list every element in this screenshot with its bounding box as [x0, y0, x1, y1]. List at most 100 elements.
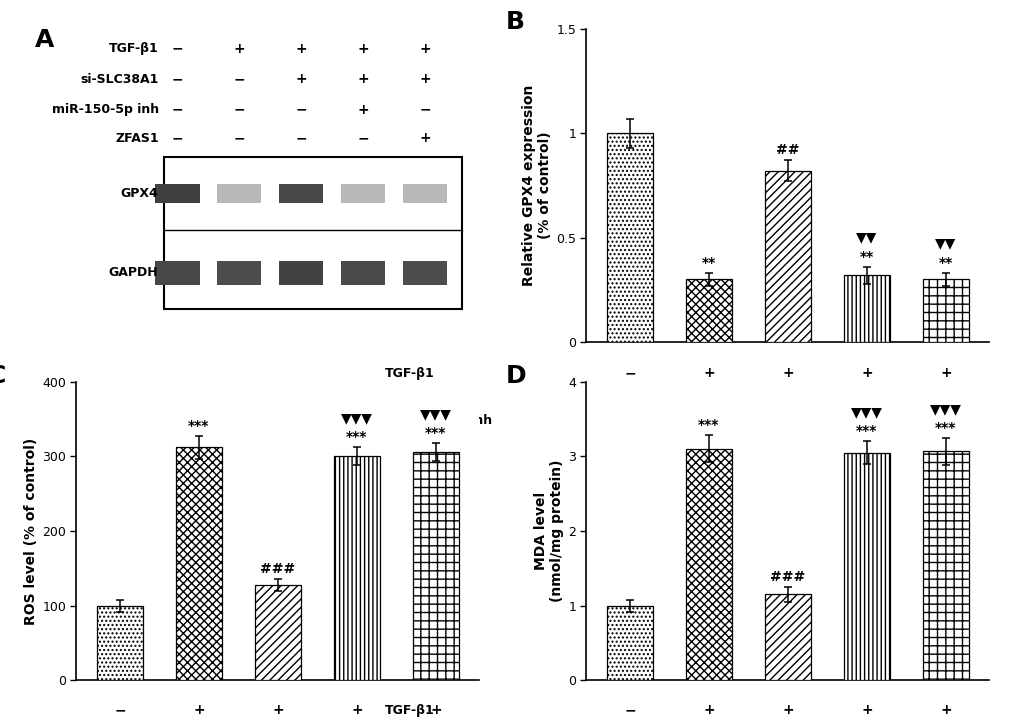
Text: ##: ## — [775, 143, 799, 157]
Text: −: − — [296, 131, 307, 145]
Text: +: + — [419, 42, 431, 55]
Text: −: − — [782, 437, 793, 451]
Text: +: + — [782, 366, 793, 380]
Text: **: ** — [701, 256, 715, 270]
Text: −: − — [702, 437, 714, 451]
Text: −: − — [114, 703, 125, 717]
Bar — [843, 453, 889, 680]
Bar — [686, 449, 732, 680]
Text: GAPDH: GAPDH — [108, 266, 158, 279]
Text: +: + — [940, 390, 951, 404]
Text: A: A — [35, 28, 54, 53]
Text: +: + — [358, 42, 369, 55]
Text: −: − — [233, 102, 245, 117]
Bar — [279, 261, 323, 285]
Bar — [97, 606, 143, 680]
Text: +: + — [782, 390, 793, 404]
Text: −: − — [940, 413, 951, 427]
Text: B: B — [505, 10, 525, 34]
Text: ▼▼: ▼▼ — [934, 236, 956, 251]
Bar — [255, 585, 301, 680]
Bar — [155, 261, 200, 285]
Text: −: − — [233, 72, 245, 86]
Bar — [843, 275, 889, 342]
Text: −: − — [296, 102, 307, 117]
Text: +: + — [940, 703, 951, 717]
Text: ZFAS1: ZFAS1 — [115, 132, 159, 145]
Text: −: − — [171, 72, 183, 86]
Text: ▼▼: ▼▼ — [856, 230, 876, 244]
Text: si-SLC38A1: si-SLC38A1 — [81, 73, 159, 86]
Text: ***: *** — [425, 426, 446, 440]
Text: −: − — [624, 413, 635, 427]
Bar — [764, 595, 810, 680]
Text: ***: *** — [698, 418, 719, 432]
Text: +: + — [358, 72, 369, 86]
Text: ###: ### — [260, 562, 296, 576]
Bar — [279, 184, 323, 203]
Text: ***: *** — [855, 424, 876, 438]
Bar — [686, 279, 732, 342]
Bar — [764, 171, 810, 342]
Bar — [341, 261, 385, 285]
Y-axis label: MDA level
(nmol/mg protein): MDA level (nmol/mg protein) — [533, 460, 564, 602]
Bar — [333, 456, 379, 680]
Text: GPX4: GPX4 — [120, 187, 158, 200]
Text: −: − — [419, 102, 431, 117]
Text: −: − — [782, 413, 793, 427]
Bar — [403, 261, 447, 285]
Text: +: + — [351, 703, 363, 717]
Text: −: − — [702, 390, 714, 404]
Text: +: + — [296, 42, 307, 55]
Text: +: + — [358, 102, 369, 117]
Text: ###: ### — [769, 570, 805, 584]
Text: ***: *** — [345, 431, 367, 444]
Text: miR-150-5p inh: miR-150-5p inh — [385, 414, 492, 427]
Text: TGF-β1: TGF-β1 — [109, 42, 159, 55]
Text: −: − — [624, 390, 635, 404]
Text: +: + — [860, 390, 872, 404]
Text: −: − — [624, 437, 635, 451]
Text: −: − — [624, 703, 635, 717]
Text: −: − — [233, 131, 245, 145]
Text: −: − — [702, 413, 714, 427]
Text: ZFAS1: ZFAS1 — [385, 437, 428, 450]
Text: +: + — [702, 366, 714, 380]
Bar — [163, 157, 462, 310]
Text: +: + — [233, 42, 245, 55]
Text: −: − — [860, 437, 872, 451]
Text: +: + — [860, 413, 872, 427]
Text: **: ** — [859, 250, 873, 264]
Text: +: + — [940, 437, 951, 451]
Text: D: D — [505, 364, 526, 387]
Bar — [413, 452, 459, 680]
Text: TGF-β1: TGF-β1 — [385, 703, 434, 717]
Bar — [341, 184, 385, 203]
Bar — [217, 261, 261, 285]
Text: ▼▼▼: ▼▼▼ — [929, 402, 961, 416]
Text: C: C — [0, 364, 6, 387]
Text: +: + — [296, 72, 307, 86]
Text: +: + — [272, 703, 283, 717]
Text: +: + — [860, 366, 872, 380]
Bar — [217, 184, 261, 203]
Bar — [176, 447, 222, 680]
Bar — [403, 184, 447, 203]
Text: −: − — [171, 42, 183, 55]
Bar — [155, 184, 200, 203]
Text: TGF-β1: TGF-β1 — [385, 366, 434, 380]
Bar — [922, 279, 968, 342]
Text: ▼▼▼: ▼▼▼ — [850, 405, 882, 420]
Text: **: ** — [937, 256, 952, 270]
Bar — [922, 451, 968, 680]
Text: ***: *** — [189, 419, 210, 433]
Text: +: + — [430, 703, 441, 717]
Text: +: + — [702, 703, 714, 717]
Bar — [606, 133, 652, 342]
Text: ▼▼▼: ▼▼▼ — [340, 412, 373, 426]
Text: miR-150-5p inh: miR-150-5p inh — [52, 103, 159, 116]
Text: +: + — [419, 72, 431, 86]
Text: +: + — [860, 703, 872, 717]
Text: −: − — [171, 102, 183, 117]
Text: ***: *** — [934, 420, 956, 434]
